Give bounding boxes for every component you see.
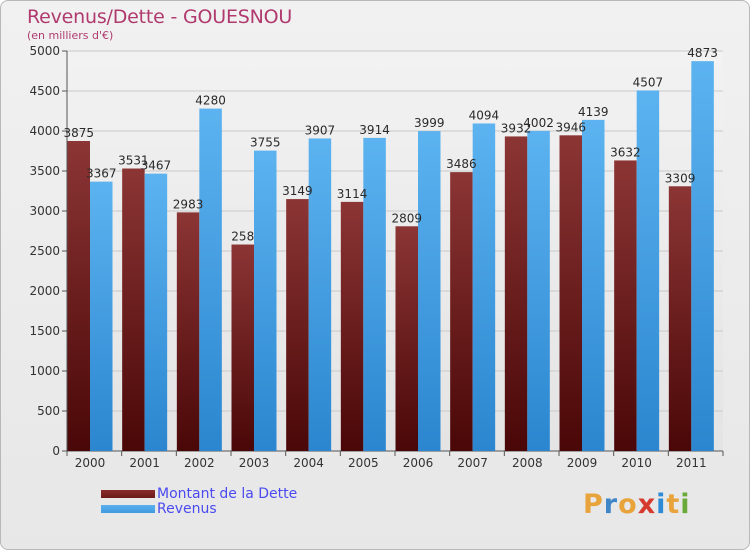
data-label-revenus: 3914 bbox=[359, 123, 390, 137]
bar-revenus bbox=[308, 138, 332, 451]
logo-letter: o bbox=[618, 489, 638, 520]
data-label-dette: 3309 bbox=[665, 171, 696, 185]
data-label-dette: 3632 bbox=[610, 145, 641, 159]
chart-subtitle: (en milliers d'€) bbox=[27, 29, 114, 42]
data-label-dette: 3149 bbox=[282, 184, 313, 198]
y-tick-label: 1000 bbox=[29, 364, 60, 378]
bar-revenus bbox=[582, 119, 605, 451]
bar-revenus bbox=[418, 131, 441, 451]
x-tick-label: 2011 bbox=[676, 456, 707, 470]
data-label-dette: 3531 bbox=[118, 154, 149, 168]
x-tick-label: 2004 bbox=[293, 456, 324, 470]
x-tick-label: 2010 bbox=[621, 456, 652, 470]
data-label-dette: 3114 bbox=[337, 187, 368, 201]
data-label-dette: 2983 bbox=[173, 197, 204, 211]
logo-letter: P bbox=[583, 489, 604, 520]
bar-dette bbox=[122, 168, 145, 451]
x-tick-label: 2006 bbox=[403, 456, 434, 470]
logo-letter: i bbox=[680, 489, 691, 520]
data-label-dette: 3875 bbox=[63, 126, 94, 140]
legend-swatch-dette bbox=[101, 490, 155, 498]
legend-swatch-revenus bbox=[101, 505, 155, 513]
data-label-dette: 3946 bbox=[555, 120, 586, 134]
bar-revenus bbox=[527, 130, 550, 451]
bar-revenus bbox=[691, 61, 714, 451]
proxiti-logo: Proxiti bbox=[583, 489, 691, 520]
x-tick-label: 2000 bbox=[75, 456, 106, 470]
y-tick-label: 3000 bbox=[29, 204, 60, 218]
legend-label-dette: Montant de la Dette bbox=[157, 486, 298, 502]
data-label-revenus: 3755 bbox=[250, 136, 281, 150]
bar-dette bbox=[614, 160, 637, 451]
bar-dette bbox=[450, 172, 473, 451]
bar-dette bbox=[668, 186, 692, 451]
y-tick-label: 1500 bbox=[29, 324, 60, 338]
y-tick-label: 2500 bbox=[29, 244, 60, 258]
bar-dette bbox=[231, 244, 254, 451]
data-label-revenus: 3367 bbox=[86, 167, 117, 181]
x-tick-label: 2008 bbox=[512, 456, 543, 470]
logo-letter: x bbox=[637, 489, 657, 520]
y-tick-label: 5000 bbox=[29, 44, 60, 58]
y-tick-label: 4000 bbox=[29, 124, 60, 138]
bar-dette bbox=[504, 136, 528, 451]
x-tick-label: 2002 bbox=[184, 456, 215, 470]
data-label-revenus: 4507 bbox=[633, 75, 664, 89]
data-label-revenus: 4002 bbox=[523, 116, 554, 130]
bar-revenus bbox=[363, 137, 386, 451]
data-label-revenus: 3467 bbox=[141, 159, 172, 173]
chart-title: Revenus/Dette - GOUESNOU bbox=[27, 6, 293, 28]
logo-letter: t bbox=[666, 489, 681, 520]
x-tick-label: 2005 bbox=[348, 456, 379, 470]
data-label-revenus: 4280 bbox=[195, 94, 226, 108]
bar-dette bbox=[67, 141, 90, 451]
data-label-revenus: 3907 bbox=[305, 123, 336, 137]
data-label-dette: 258 bbox=[231, 230, 254, 244]
y-tick-label: 4500 bbox=[29, 84, 60, 98]
bar-dette bbox=[559, 135, 582, 451]
data-label-revenus: 4094 bbox=[469, 108, 500, 122]
data-label-revenus: 4873 bbox=[687, 46, 718, 60]
bar-revenus bbox=[254, 150, 277, 451]
y-tick-label: 0 bbox=[52, 444, 60, 458]
y-tick-label: 500 bbox=[37, 404, 60, 418]
data-label-dette: 3932 bbox=[501, 121, 532, 135]
bar-dette bbox=[340, 201, 364, 451]
y-tick-label: 2000 bbox=[29, 284, 60, 298]
bar-revenus bbox=[199, 108, 222, 451]
x-tick-label: 2003 bbox=[239, 456, 270, 470]
bar-revenus bbox=[636, 90, 660, 451]
bar-dette bbox=[286, 199, 309, 451]
bar-dette bbox=[176, 212, 200, 451]
x-tick-label: 2007 bbox=[457, 456, 488, 470]
data-label-dette: 3486 bbox=[446, 157, 477, 171]
x-tick-label: 2001 bbox=[129, 456, 160, 470]
data-label-dette: 2809 bbox=[391, 211, 422, 225]
logo-letter: i bbox=[656, 489, 667, 520]
y-tick-label: 3500 bbox=[29, 164, 60, 178]
bar-revenus bbox=[90, 181, 113, 451]
legend-label-revenus: Revenus bbox=[157, 501, 217, 517]
bar-revenus bbox=[144, 173, 168, 451]
x-tick-label: 2009 bbox=[567, 456, 598, 470]
logo-letter: r bbox=[603, 489, 619, 520]
data-label-revenus: 3999 bbox=[414, 116, 445, 130]
bar-dette bbox=[395, 226, 418, 451]
bar-revenus bbox=[472, 123, 496, 451]
data-label-revenus: 4139 bbox=[578, 105, 609, 119]
